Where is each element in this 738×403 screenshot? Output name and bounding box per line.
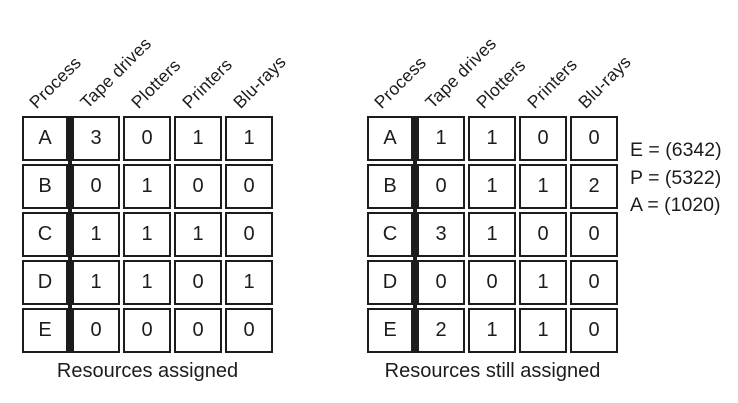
vector-annotation-a: A = (1020) [630, 194, 721, 216]
matrix-cell: 2 [570, 164, 618, 209]
matrix-cell: 1 [519, 260, 567, 305]
matrix-cell: 2 [417, 308, 465, 353]
matrix-cell: 0 [225, 212, 273, 257]
matrix-cell: 0 [174, 164, 222, 209]
matrix-cell: 1 [519, 164, 567, 209]
matrix-cell: 0 [225, 308, 273, 353]
vector-annotation-p: P = (5322) [630, 166, 722, 189]
matrix-cell: 1 [123, 260, 171, 305]
matrix-cell: 0 [123, 116, 171, 161]
process-cell-e: E [367, 308, 413, 353]
column-header-blu-rays: Blu-rays [229, 51, 290, 113]
process-cell-c: C [22, 212, 68, 257]
matrix-cell: 3 [417, 212, 465, 257]
process-cell-c: C [367, 212, 413, 257]
column-headers: Process Tape drives Plotters Printers Blu-ra… [22, 0, 290, 116]
matrix-cell: 1 [72, 212, 120, 257]
matrix-cell: 0 [417, 260, 465, 305]
matrix-cell: 0 [174, 308, 222, 353]
matrix-cell: 3 [72, 116, 120, 161]
right-table-caption: Resources still assigned [384, 360, 601, 382]
matrix-cell: 1 [468, 308, 516, 353]
matrix-cell: 0 [174, 260, 222, 305]
column-header-printers: Printers [178, 54, 237, 113]
matrix-cell: 0 [570, 116, 618, 161]
resources-assigned-figure: Process Tape drives Plotters Printers Blu-ra… [22, 0, 290, 383]
matrix-cell: 0 [570, 260, 618, 305]
matrix-cell: 1 [123, 164, 171, 209]
matrix-cell: 1 [519, 308, 567, 353]
column-header-blu-rays: Blu-rays [574, 51, 635, 113]
matrix-cell: 1 [174, 116, 222, 161]
column-headers: Process Tape drives Plotters Printers Blu-ra… [367, 0, 635, 116]
column-divider-rule [413, 116, 417, 353]
matrix-cell: 1 [417, 116, 465, 161]
matrix-cell: 0 [519, 212, 567, 257]
column-header-process: Process [370, 52, 430, 113]
matrix-cell: 1 [225, 260, 273, 305]
matrix-cell: 0 [570, 212, 618, 257]
column-header-printers: Printers [523, 54, 582, 113]
process-cell-a: A [22, 116, 68, 161]
matrix-cell: 0 [225, 164, 273, 209]
matrix-cell: 1 [225, 116, 273, 161]
matrix-cell: 1 [468, 212, 516, 257]
column-header-process: Process [25, 52, 85, 113]
left-table-caption: Resources assigned [56, 360, 239, 382]
vector-annotations: E = (6342) P = (5322) A = (1020) [630, 137, 722, 220]
process-cell-a: A [367, 116, 413, 161]
process-cell-b: B [367, 164, 413, 209]
matrix-cell: 0 [417, 164, 465, 209]
matrix-cell: 1 [72, 260, 120, 305]
matrix-cell: 0 [519, 116, 567, 161]
resources-still-assigned-figure: Process Tape drives Plotters Printers Blu-ra… [367, 0, 635, 383]
matrix-cell: 0 [468, 260, 516, 305]
matrix-cell: 1 [468, 116, 516, 161]
matrix-cell: 1 [468, 164, 516, 209]
process-cell-b: B [22, 164, 68, 209]
matrix-cell: 1 [174, 212, 222, 257]
matrix-cell: 0 [123, 308, 171, 353]
vector-annotation-e: E = (6342) [630, 139, 722, 161]
process-cell-d: D [22, 260, 68, 305]
column-divider-rule [68, 116, 72, 353]
process-cell-e: E [22, 308, 68, 353]
process-cell-d: D [367, 260, 413, 305]
matrix-cell: 0 [72, 164, 120, 209]
matrix-cell: 0 [72, 308, 120, 353]
matrix-cell: 1 [123, 212, 171, 257]
matrix-cell: 0 [570, 308, 618, 353]
